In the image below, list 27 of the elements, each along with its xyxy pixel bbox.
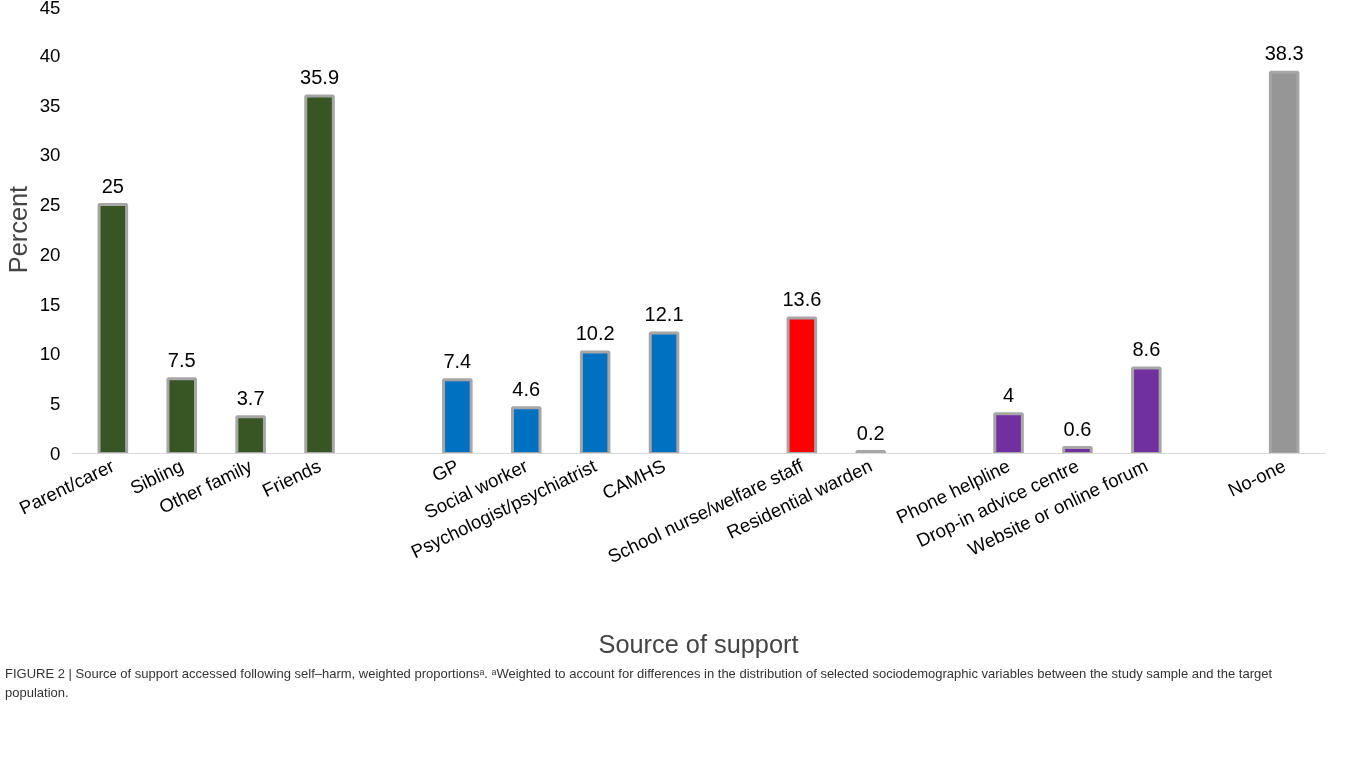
y-tick-label: 30	[39, 144, 61, 166]
data-label: 10.2	[575, 321, 615, 344]
caption: FIGURE 2 | Source of support accessed following self–harm, weighted proportionsᵃ. ᵃWeighted to account for differences in the distribution of selected sociodemographic variables between the study sample and the target population.	[5, 665, 1274, 702]
y-tick-label: 10	[39, 343, 61, 365]
data-label: 4.6	[512, 377, 541, 400]
y-tick-label: 40	[39, 44, 61, 66]
data-label: 35.9	[300, 66, 340, 89]
data-label: 7.4	[443, 349, 472, 372]
data-label: 0.6	[1063, 417, 1092, 440]
y-tick-label: 15	[39, 293, 61, 315]
y-tick-label: 20	[39, 243, 61, 265]
y-tick-label: 5	[50, 393, 61, 415]
x-axis-title: Source of support	[598, 629, 799, 658]
y-tick-label: 45	[39, 0, 61, 18]
y-axis-title: Percent	[3, 185, 32, 274]
y-tick-label: 0	[50, 443, 61, 464]
data-label: 13.6	[782, 288, 822, 311]
data-label: 0.2	[856, 421, 885, 444]
data-label: 7.5	[167, 348, 196, 371]
data-label: 12.1	[644, 303, 684, 326]
data-label: 4	[1002, 383, 1015, 406]
y-tick-label: 35	[39, 94, 61, 116]
data-label: 8.6	[1132, 337, 1161, 360]
data-label: 38.3	[1264, 42, 1304, 65]
data-label: 25	[101, 174, 124, 197]
data-label: 3.7	[236, 386, 265, 409]
y-tick-label: 25	[39, 194, 61, 216]
